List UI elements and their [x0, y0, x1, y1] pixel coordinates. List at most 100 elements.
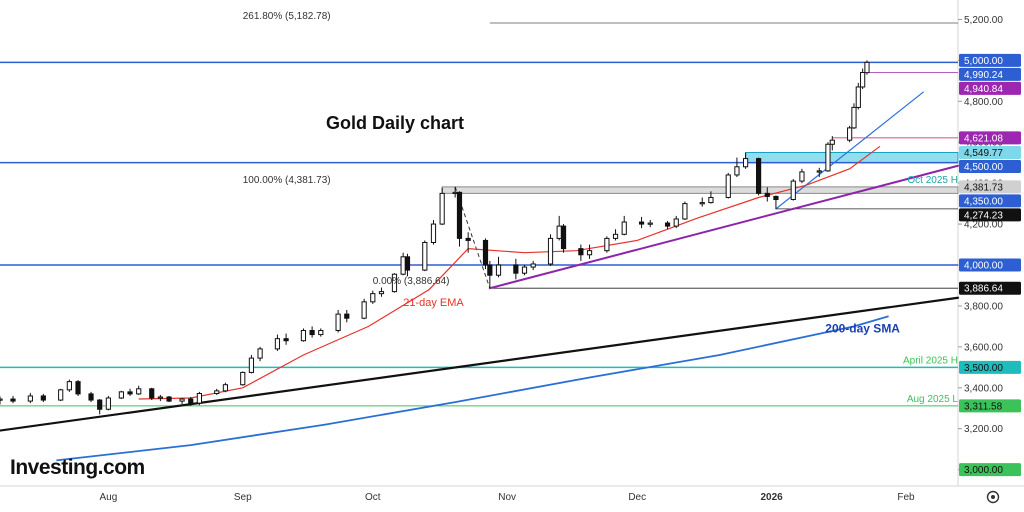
- candle-body: [855, 86, 861, 108]
- price-badge-label: 4,990.24: [964, 70, 1003, 81]
- x-tick-label: Sep: [234, 492, 252, 503]
- price-badge-label: 4,500.00: [964, 162, 1003, 173]
- candle-body: [829, 139, 835, 145]
- price-badge-bg: [959, 67, 1021, 81]
- price-badge-label: 4,549.77: [964, 148, 1003, 159]
- x-axis-ticks: Aug Sep Oct Nov Dec 2026 Feb: [99, 492, 915, 503]
- price-badge-bg: [959, 145, 1021, 159]
- trendline: [775, 91, 924, 210]
- candlesticks: [0, 60, 870, 415]
- candle-body: [257, 348, 263, 359]
- chart-annotation: 261.80% (5,182.78): [243, 11, 331, 22]
- moving-averages: [56, 145, 889, 462]
- candle-body: [422, 241, 428, 271]
- candle-body: [196, 393, 203, 404]
- candle-body: [344, 313, 350, 319]
- candle-body: [755, 158, 762, 194]
- price-badge-label: 3,000.00: [964, 465, 1003, 476]
- candle-body: [188, 398, 194, 404]
- candle-body: [400, 256, 406, 275]
- candle-body: [404, 256, 411, 271]
- trendlines: [0, 91, 960, 432]
- candle-body: [682, 203, 688, 220]
- candle-body: [439, 192, 445, 225]
- chart-title: Gold Daily chart: [326, 113, 464, 133]
- x-tick-label: 2026: [760, 492, 783, 503]
- price-badge-bg: [959, 463, 1021, 477]
- candle-body: [604, 237, 610, 252]
- candle-body: [847, 127, 853, 141]
- price-badge-label: 3,500.00: [964, 363, 1003, 374]
- candle-body: [318, 329, 324, 336]
- candle-body: [647, 222, 653, 225]
- candle-body: [799, 171, 805, 182]
- price-badge-bg: [959, 194, 1021, 208]
- candle-body: [58, 389, 64, 401]
- candle-body: [790, 180, 796, 201]
- y-tick-label: 4,200.00: [964, 220, 1003, 231]
- candle-body: [335, 313, 341, 331]
- chart-annotation: 21-day EMA: [403, 297, 464, 309]
- candle-body: [864, 61, 870, 74]
- price-badge-bg: [959, 159, 1021, 173]
- price-badge-bg: [959, 258, 1021, 272]
- x-tick-label: Dec: [628, 492, 646, 503]
- chart-annotation: 100.00% (4,381.73): [243, 175, 331, 186]
- chart-annotation: Aug 2025 L: [907, 394, 959, 405]
- candle-body: [578, 248, 584, 256]
- candle-body: [430, 223, 437, 243]
- candle-body: [0, 398, 3, 401]
- candle-body: [521, 266, 528, 274]
- x-tick-label: Oct: [365, 492, 381, 503]
- candle-body: [248, 357, 255, 373]
- candle-body: [734, 166, 740, 176]
- candle-body: [149, 388, 155, 399]
- chart-annotation: Oct 2025 H: [907, 175, 958, 186]
- price-badge-label: 4,350.00: [964, 196, 1003, 207]
- trendline: [0, 296, 960, 432]
- candle-body: [456, 191, 463, 239]
- price-badges: 5,000.00 4,990.24 4,940.84 4,621.08 4,549.77…: [959, 53, 1021, 477]
- horizontal-levels: [0, 22, 958, 407]
- price-badge-bg: [959, 81, 1021, 95]
- candle-body: [88, 393, 94, 401]
- candle-body: [166, 396, 172, 402]
- candle-body: [10, 398, 16, 402]
- candle-body: [816, 170, 822, 173]
- chart-annotation: 0.00% (3,886.64): [373, 276, 450, 287]
- candle-body: [127, 391, 133, 395]
- trendline: [488, 164, 959, 290]
- candle-body: [378, 291, 385, 295]
- price-badge-label: 4,381.73: [964, 182, 1003, 193]
- candle-body: [495, 264, 502, 276]
- candle-body: [556, 225, 562, 239]
- price-badge-label: 4,940.84: [964, 84, 1003, 95]
- candle-body: [283, 338, 289, 342]
- y-tick-label: 3,200.00: [964, 424, 1003, 435]
- price-badge-bg: [959, 208, 1021, 222]
- candle-body: [482, 239, 489, 266]
- y-tick-label: 4,800.00: [964, 97, 1003, 108]
- candle-body: [391, 273, 398, 293]
- candle-body: [66, 381, 72, 391]
- candle-body: [725, 174, 731, 198]
- price-zone: [745, 151, 959, 164]
- candle-body: [274, 338, 281, 350]
- settings-icon[interactable]: [986, 490, 1000, 504]
- candle-body: [513, 264, 519, 274]
- candle-body: [240, 371, 246, 386]
- investing-logo: Investing.com: [10, 456, 145, 479]
- candle-body: [465, 237, 471, 241]
- candle-body: [222, 384, 229, 392]
- candle-body: [179, 398, 185, 402]
- candle-body: [699, 202, 705, 205]
- chart-annotation: 200-day SMA: [825, 322, 900, 336]
- price-zone: [441, 186, 959, 194]
- price-badge-label: 3,886.64: [964, 284, 1003, 295]
- y-tick-label: 3,400.00: [964, 383, 1003, 394]
- annotations: 261.80% (5,182.78) 100.00% (4,381.73) 0.00…: [243, 11, 959, 405]
- candle-body: [742, 158, 749, 168]
- price-badge-label: 3,311.58: [964, 401, 1003, 412]
